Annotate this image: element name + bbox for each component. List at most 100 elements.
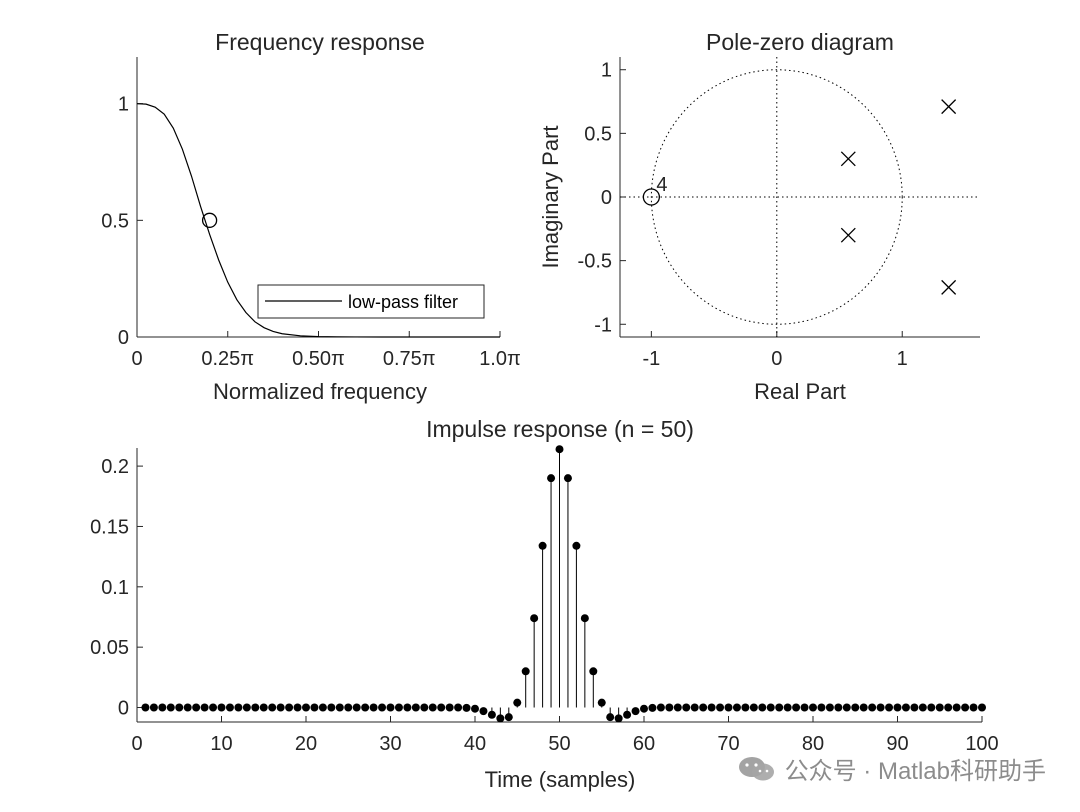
y-tick-label: 0 xyxy=(118,698,129,720)
stem-dot xyxy=(572,541,581,550)
stem-dot xyxy=(885,703,894,712)
pole-stroke xyxy=(840,151,856,167)
x-tick-label: 0.75π xyxy=(383,348,436,370)
pole-stroke xyxy=(941,99,957,115)
pole-marker xyxy=(941,99,957,115)
x-tick-label: 50 xyxy=(548,733,570,755)
stem-dot xyxy=(471,704,479,713)
stem-dot xyxy=(614,714,623,723)
stem-dot xyxy=(175,703,184,712)
freq-response-panel: Frequency response 0 0.25π 0.50π 0.75π 1.0π0… xyxy=(101,29,521,404)
pole-marker xyxy=(840,227,856,243)
stem-dot xyxy=(800,703,809,712)
zero-marker xyxy=(642,188,661,206)
stem-dot xyxy=(276,703,285,712)
stem-dot xyxy=(445,703,454,712)
imp-xlabel: Time (samples) xyxy=(485,767,636,792)
stem-dot xyxy=(225,703,234,712)
stem-dot xyxy=(952,703,961,712)
stem-dot xyxy=(563,474,572,483)
stem-dot xyxy=(158,703,167,712)
y-tick-label: 0.05 xyxy=(90,637,129,659)
stem-dot xyxy=(792,703,801,712)
y-tick-label: 0.1 xyxy=(101,577,129,599)
freq-title: Frequency response xyxy=(215,29,425,55)
zero-multiplicity-label: 4 xyxy=(656,174,667,196)
stem-dot xyxy=(217,703,226,712)
y-tick-label: 1 xyxy=(601,60,612,82)
x-tick-label: 80 xyxy=(802,733,824,755)
stem-dot xyxy=(487,710,496,719)
stem-dot xyxy=(420,703,429,712)
watermark: 公众号 · Matlab科研助手 xyxy=(737,751,1046,786)
stem-dot xyxy=(978,703,986,712)
stem-dot xyxy=(462,703,471,712)
y-tick-label: 0 xyxy=(118,327,129,349)
x-tick-label: 0.50π xyxy=(292,348,345,370)
stem-dot xyxy=(673,703,682,712)
stem-dot xyxy=(842,703,851,712)
stem-dot xyxy=(521,667,530,676)
watermark-text: 公众号 · Matlab科研助手 xyxy=(784,758,1046,785)
stem-dot xyxy=(192,703,201,712)
impulse-response-panel: Impulse response (n = 50) 0 10 20 30 40 50 60 7… xyxy=(90,416,999,792)
stem-dot xyxy=(690,703,699,712)
freq-curve xyxy=(136,103,500,338)
stem-dot xyxy=(369,703,378,712)
stem-dot xyxy=(378,703,387,712)
x-tick-label: -1 xyxy=(642,348,660,370)
stem-dot xyxy=(589,667,598,676)
freq-marker-circle xyxy=(201,212,218,228)
stem-dot xyxy=(910,703,919,712)
stem-dot xyxy=(631,707,640,716)
pole-zero-panel: Pole-zero diagram -1 0 1 -1 -0.5 0 0.5 1 4 Real… xyxy=(538,29,980,404)
pole-marker xyxy=(840,151,856,167)
stem-dot xyxy=(183,703,192,712)
stem-dot xyxy=(361,703,370,712)
x-tick-label: 0.25π xyxy=(201,348,254,370)
stem-dot xyxy=(817,703,826,712)
stem-dot xyxy=(741,703,750,712)
stem-dot xyxy=(268,703,277,712)
y-tick-label: 0 xyxy=(601,187,612,209)
stem-dot xyxy=(901,703,910,712)
stem-dot xyxy=(724,703,733,712)
stem-dot xyxy=(597,698,606,707)
stem-dot xyxy=(580,614,589,623)
stem-dot xyxy=(716,703,725,712)
pz-marks: 4 xyxy=(620,57,980,337)
y-tick-label: -1 xyxy=(594,314,612,336)
stem-dot xyxy=(868,703,877,712)
stem-dot xyxy=(293,703,302,712)
stem-dot xyxy=(437,703,446,712)
stem-dot xyxy=(969,703,978,712)
stem-dot xyxy=(775,703,784,712)
y-tick-label: 0.5 xyxy=(584,123,612,145)
stem-dot xyxy=(766,703,775,712)
freq-axes: 0 0.25π 0.50π 0.75π 1.0π 0 0.5 1 xyxy=(101,57,521,370)
stem-dot xyxy=(504,713,513,722)
stem-dot xyxy=(403,703,412,712)
stem-dot xyxy=(318,703,327,712)
stem-dot xyxy=(893,703,902,712)
legend-label: low-pass filter xyxy=(348,292,458,312)
stem-dot xyxy=(141,703,150,712)
pole-stroke xyxy=(840,227,856,243)
stem-dot xyxy=(302,703,310,712)
pz-ylabel: Imaginary Part xyxy=(538,125,563,268)
unit-circle xyxy=(650,69,903,325)
stem-dot xyxy=(149,703,158,712)
stem-dot xyxy=(428,703,437,712)
stem-dot xyxy=(927,703,936,712)
stem-dot xyxy=(682,703,691,712)
stem-dot xyxy=(479,707,488,716)
stem-dot xyxy=(876,703,885,712)
stem-dot xyxy=(513,698,522,707)
y-tick-label: 0.15 xyxy=(90,516,129,538)
stem-dot xyxy=(961,703,970,712)
stem-dot xyxy=(707,703,716,712)
stem-dot xyxy=(665,703,674,712)
stem-dot xyxy=(749,703,758,712)
stem-dot xyxy=(285,703,294,712)
